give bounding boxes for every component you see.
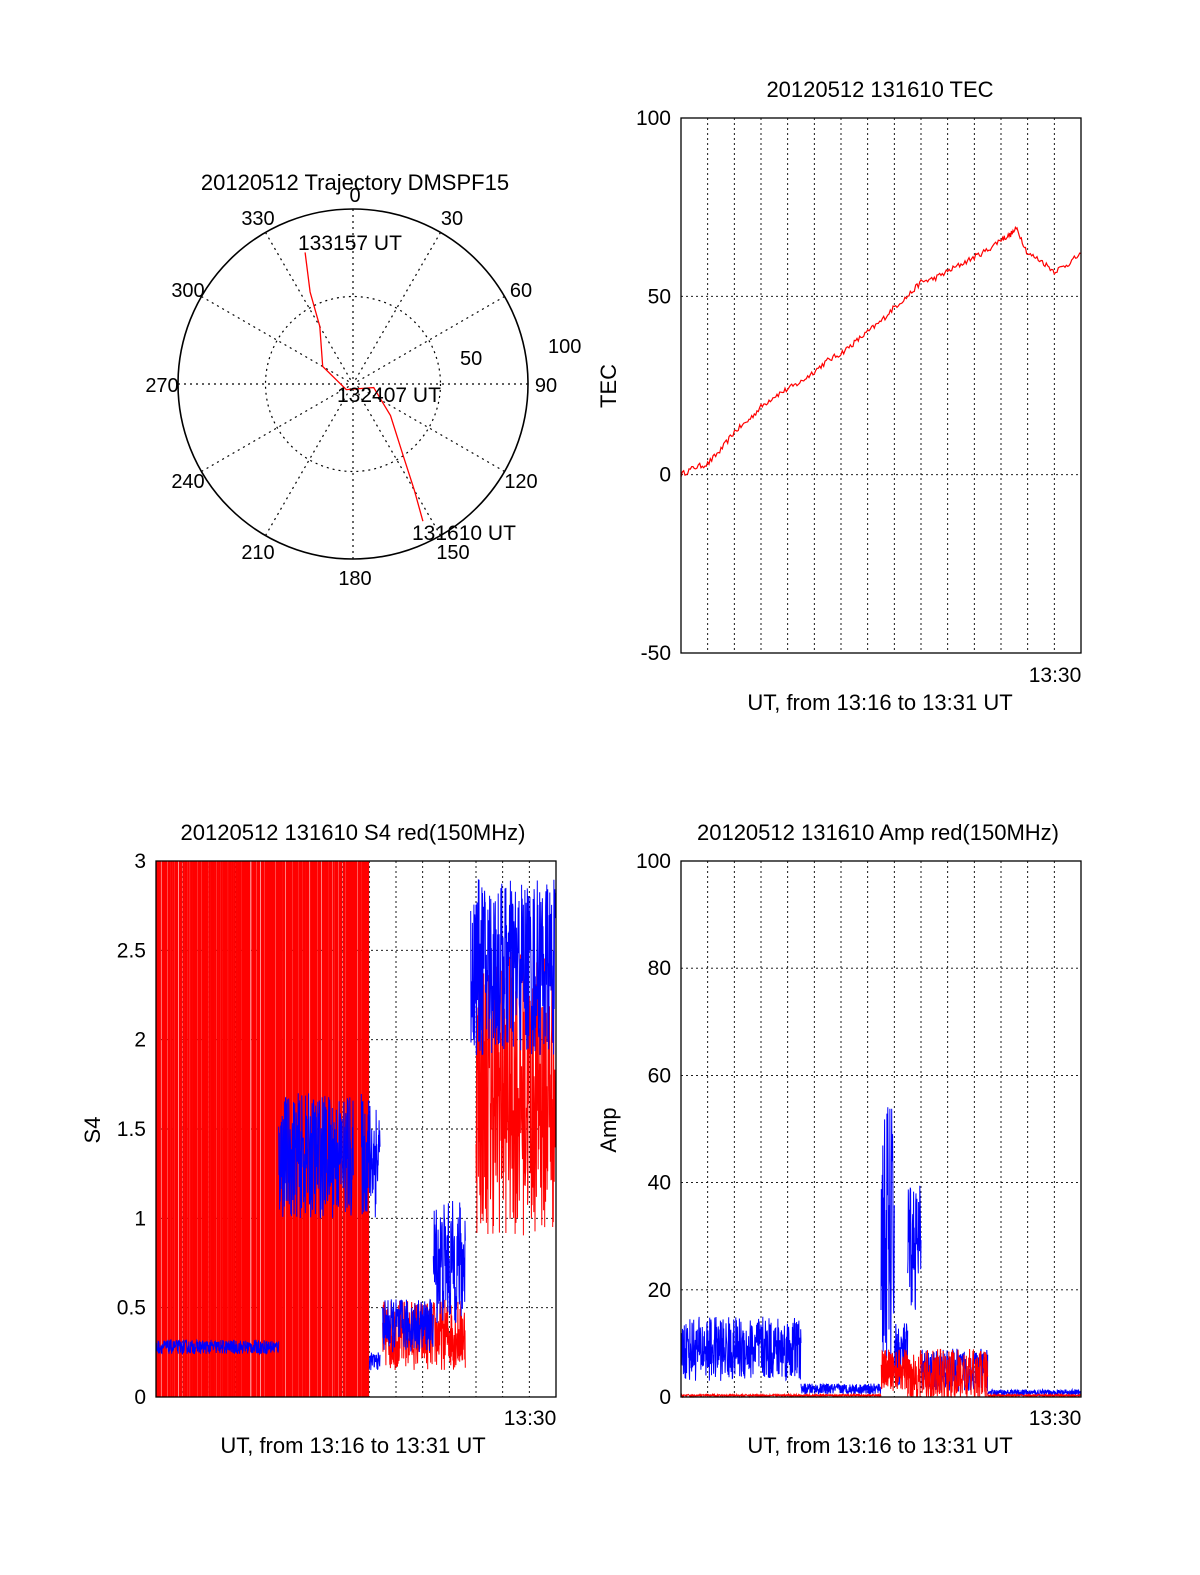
y-tick-label: 40	[648, 1172, 671, 1195]
amp-plot: 20120512 131610 Amp red(150MHz) 0 20 40 60 8…	[596, 820, 1082, 1458]
amp-x-label: UT, from 13:16 to 13:31 UT	[747, 1433, 1012, 1458]
trajectory-mid-label: 132407 UT	[337, 384, 441, 407]
s4-plot: 20120512 131610 S4 red(150MHz) 0 0.5 1 1.5 2…	[80, 820, 557, 1458]
polar-angle-label: 60	[510, 280, 532, 302]
s4-blue-trace	[470, 879, 557, 1056]
polar-angle-label: 0	[349, 185, 360, 207]
s4-x-label: UT, from 13:16 to 13:31 UT	[220, 1433, 485, 1458]
s4-red-trace	[382, 1299, 466, 1371]
y-tick-label: 0.5	[117, 1297, 146, 1320]
amp-blue-trace	[907, 1185, 922, 1310]
tec-x-label: UT, from 13:16 to 13:31 UT	[747, 690, 1012, 715]
trajectory-line	[304, 252, 424, 522]
amp-red-trace	[880, 1349, 909, 1391]
y-tick-label: 20	[648, 1279, 671, 1302]
y-tick-label: 2.5	[117, 939, 146, 962]
polar-spoke	[264, 232, 442, 536]
polar-angle-label: 90	[535, 375, 557, 397]
amp-red-trace	[680, 1392, 882, 1399]
polar-ring-label-100: 100	[548, 336, 581, 358]
tec-title: 20120512 131610 TEC	[766, 77, 993, 102]
s4-blue-series	[155, 879, 557, 1371]
y-tick-label: 2	[134, 1029, 146, 1052]
y-tick-label: 60	[648, 1064, 671, 1087]
y-tick-label: 80	[648, 957, 671, 980]
tec-y-label: TEC	[596, 364, 621, 408]
y-tick-label: -50	[641, 642, 671, 665]
amp-y-label: Amp	[596, 1107, 621, 1152]
s4-blue-trace	[432, 1200, 466, 1324]
s4-frame	[155, 860, 557, 1398]
tec-plot: 20120512 131610 TEC -50 0 50 100 13:30 UT, …	[596, 77, 1082, 715]
amp-blue-trace	[800, 1382, 882, 1396]
polar-angle-label: 270	[145, 375, 178, 397]
trajectory-start-label: 131610 UT	[412, 522, 516, 545]
amp-frame	[680, 860, 1082, 1398]
polar-ring-label-50: 50	[460, 348, 482, 370]
polar-angle-labels: 0 30 60 90 120 150 180 210 240 270 300 330	[145, 185, 557, 590]
s4-blue-trace	[382, 1298, 434, 1353]
s4-x-tick-label: 13:30	[504, 1407, 557, 1430]
polar-angle-label: 120	[504, 471, 537, 493]
polar-grid	[177, 208, 529, 560]
y-tick-label: 0	[659, 1386, 671, 1409]
polar-angle-label: 180	[338, 568, 371, 590]
amp-title: 20120512 131610 Amp red(150MHz)	[697, 820, 1059, 845]
y-tick-label: 0	[659, 464, 671, 487]
polar-angle-label: 300	[171, 280, 204, 302]
tec-x-tick-label: 13:30	[1029, 664, 1082, 687]
polar-inner-ring	[264, 295, 442, 473]
amp-blue-series	[680, 1107, 1082, 1398]
s4-title: 20120512 131610 S4 red(150MHz)	[181, 820, 526, 845]
y-tick-label: 3	[134, 850, 146, 873]
tec-grid	[681, 118, 1081, 653]
polar-angle-label: 30	[441, 208, 463, 230]
s4-blue-trace	[360, 1093, 381, 1218]
tec-series-line	[680, 225, 1082, 478]
s4-y-ticks: 0 0.5 1 1.5 2 2.5 3	[117, 850, 146, 1409]
s4-blue-trace	[368, 1352, 381, 1371]
y-tick-label: 100	[636, 850, 671, 873]
amp-grid	[681, 861, 1081, 1397]
s4-red-trace	[475, 951, 557, 1236]
trajectory-end-label: 133157 UT	[298, 232, 402, 255]
polar-title: 20120512 Trajectory DMSPF15	[201, 170, 509, 195]
y-tick-label: 1.5	[117, 1118, 146, 1141]
polar-angle-label: 150	[436, 542, 469, 564]
polar-angle-label: 240	[171, 471, 204, 493]
tec-y-ticks: -50 0 50 100	[636, 107, 671, 665]
s4-blue-trace	[278, 1093, 354, 1219]
amp-blue-trace	[680, 1316, 802, 1382]
y-tick-label: 0	[134, 1386, 146, 1409]
y-tick-label: 1	[134, 1207, 146, 1230]
s4-blue-trace	[155, 1338, 280, 1356]
y-tick-label: 50	[648, 285, 671, 308]
amp-y-ticks: 0 20 40 60 80 100	[636, 850, 671, 1409]
polar-plot: 20120512 Trajectory DMSPF15 0 30 60 90 120 15…	[145, 170, 581, 590]
tec-frame	[680, 117, 1082, 654]
polar-angle-label: 210	[241, 542, 274, 564]
polar-angle-label: 330	[241, 208, 274, 230]
amp-blue-trace	[987, 1387, 1082, 1398]
y-tick-label: 100	[636, 107, 671, 130]
amp-blue-trace	[880, 1107, 895, 1359]
amp-red-trace	[987, 1392, 1082, 1399]
amp-x-tick-label: 13:30	[1029, 1407, 1082, 1430]
s4-y-label: S4	[80, 1117, 105, 1144]
